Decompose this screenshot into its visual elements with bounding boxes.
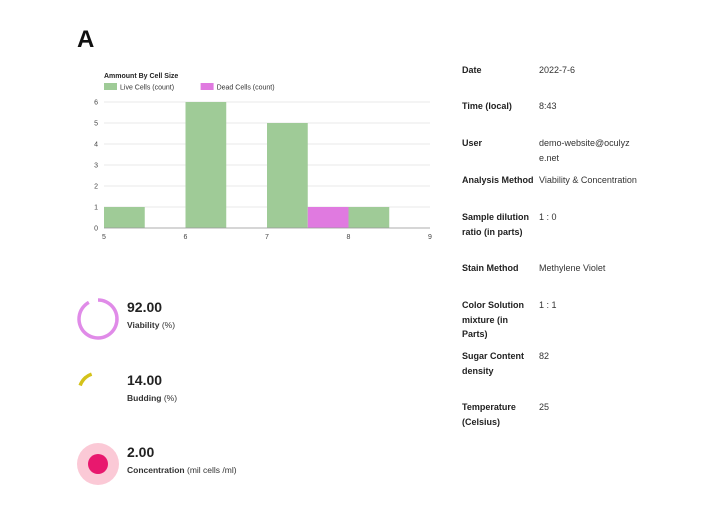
info-key: Temperature (Celsius) [462,402,516,427]
viability-value: 92.00 [127,299,163,315]
viability-ring-icon [77,298,119,340]
info-key: User [462,138,483,148]
info-key: Date [462,65,482,75]
budding-value: 14.00 [127,372,163,388]
info-value: 82 [539,351,550,361]
x-tick-label: 6 [184,234,188,241]
info-value: 1 : 0 [539,212,557,222]
concentration-value: 2.00 [127,444,155,460]
info-value: 2022-7-6 [539,65,576,75]
chart-title: Ammount By Cell Size [104,73,178,80]
info-value: Methylene Violet [539,263,606,273]
x-tick-label: 9 [428,234,432,241]
budding-arc-icon [78,372,93,387]
info-key: Analysis Method [462,175,534,185]
viability-label: Viability (%) [127,320,176,330]
x-tick-label: 5 [102,234,106,241]
info-key: Stain Method [462,263,519,273]
info-value: Viability & Concentration [539,175,637,185]
budding-label: Budding (%) [127,393,178,403]
concentration-label: Concentration (mil cells /ml) [127,465,237,475]
budding-metric: 14.00 Budding (%) [76,370,316,416]
bar [307,207,349,228]
chart-bars [104,102,390,228]
y-tick-label: 6 [94,100,98,107]
chart-axes: 5 6 7 8 9 [102,227,432,241]
concentration-dot-icon [77,443,119,485]
y-tick-label: 0 [94,226,98,233]
x-tick-label: 7 [265,234,269,241]
bar [267,123,308,228]
y-tick-label: 4 [94,142,98,149]
y-tick-label: 2 [94,184,98,191]
bar [104,207,145,228]
info-key: Time (local) [462,101,512,111]
info-value: 8:43 [539,101,557,111]
viability-metric: 92.00 Viability (%) [76,297,316,343]
info-value: 25 [539,402,550,412]
legend-label: Live Cells (count) [120,85,174,92]
cell-size-bar-chart: Ammount By Cell Size Live Cells (count) D… [94,73,432,241]
info-key: Color Solution mixture (in Parts) [462,300,524,339]
bar [185,102,227,228]
y-tick-label: 1 [94,205,98,212]
legend-label: Dead Cells (count) [217,85,275,92]
chart-legend: Live Cells (count) Dead Cells (count) [104,83,275,92]
info-key: Sugar Content density [462,351,524,376]
x-tick-label: 8 [347,234,351,241]
info-value: 1 : 1 [539,300,557,310]
legend-swatch [104,83,117,90]
y-tick-label: 5 [94,121,98,128]
concentration-metric: 2.00 Concentration (mil cells /ml) [76,442,316,488]
info-key: Sample dilution ratio (in parts) [462,212,530,237]
bar [348,207,390,228]
info-value: demo-website@oculyze.net [539,138,630,163]
y-tick-label: 3 [94,163,98,170]
legend-swatch [200,83,214,90]
panel-letter: A [77,26,95,53]
